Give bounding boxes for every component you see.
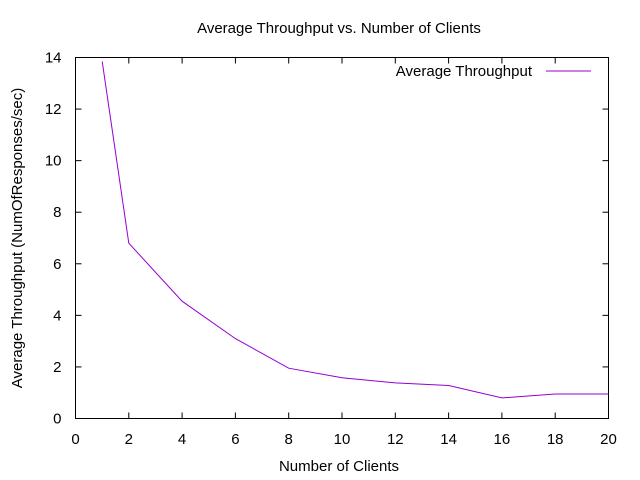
series-layer xyxy=(101,61,609,399)
x-tick-label: 4 xyxy=(178,431,186,448)
x-axis-label: Number of Clients xyxy=(279,458,399,475)
x-tick-label: 10 xyxy=(334,431,351,448)
x-tick-label: 20 xyxy=(600,431,617,448)
series-line xyxy=(101,61,609,399)
plot-frame xyxy=(75,57,609,419)
x-tick-label: 12 xyxy=(387,431,404,448)
legend: Average Throughput xyxy=(396,63,591,80)
y-tick-label: 12 xyxy=(45,101,62,118)
x-tick-label: 6 xyxy=(231,431,239,448)
x-tick-label: 2 xyxy=(125,431,133,448)
y-tick-label: 14 xyxy=(45,50,62,67)
x-axis: 0 2 4 6 8 10 12 14 16 18 20 xyxy=(71,57,617,448)
y-axis-label: Average Throughput (NumOfResponses/sec) xyxy=(9,88,26,388)
x-tick-label: 8 xyxy=(285,431,293,448)
y-tick-label: 2 xyxy=(53,359,61,376)
x-tick-label: 16 xyxy=(494,431,511,448)
y-tick-label: 0 xyxy=(53,411,61,428)
x-tick-label: 0 xyxy=(71,431,79,448)
legend-label: Average Throughput xyxy=(396,63,533,80)
x-tick-label: 14 xyxy=(440,431,457,448)
y-tick-label: 10 xyxy=(45,153,62,170)
x-tick-label: 18 xyxy=(547,431,564,448)
y-tick-label: 4 xyxy=(53,307,61,324)
chart-title: Average Throughput vs. Number of Clients xyxy=(197,20,481,37)
y-axis: 0 2 4 6 8 10 12 14 xyxy=(45,50,609,428)
y-tick-label: 6 xyxy=(53,256,61,273)
y-tick-label: 8 xyxy=(53,204,61,221)
